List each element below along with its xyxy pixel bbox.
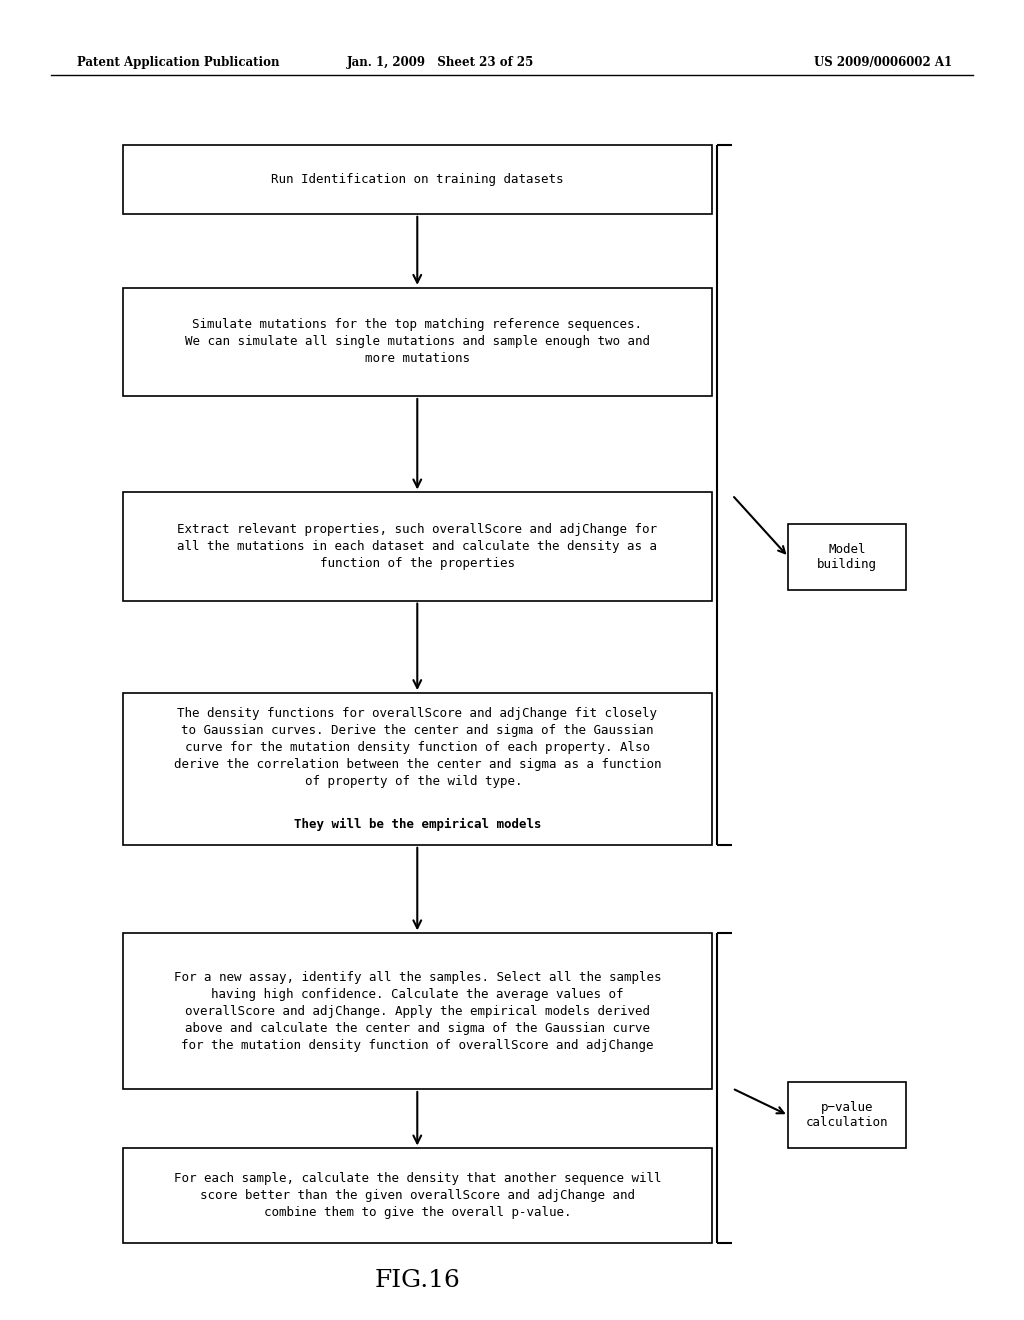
Text: Simulate mutations for the top matching reference sequences.
We can simulate all: Simulate mutations for the top matching …: [184, 318, 650, 366]
Text: Extract relevant properties, such overallScore and adjChange for
all the mutatio: Extract relevant properties, such overal…: [177, 523, 657, 570]
FancyBboxPatch shape: [123, 288, 712, 396]
Text: For a new assay, identify all the samples. Select all the samples
having high co: For a new assay, identify all the sample…: [173, 970, 662, 1052]
Text: The density functions for overallScore and adjChange fit closely
to Gaussian cur: The density functions for overallScore a…: [173, 708, 662, 788]
Text: Jan. 1, 2009   Sheet 23 of 25: Jan. 1, 2009 Sheet 23 of 25: [347, 55, 534, 69]
FancyBboxPatch shape: [123, 1148, 712, 1243]
Text: p−value
calculation: p−value calculation: [806, 1101, 889, 1130]
FancyBboxPatch shape: [123, 693, 712, 845]
Text: Run Identification on training datasets: Run Identification on training datasets: [271, 173, 563, 186]
FancyBboxPatch shape: [788, 1082, 906, 1148]
FancyBboxPatch shape: [788, 524, 906, 590]
FancyBboxPatch shape: [123, 933, 712, 1089]
Text: FIG.16: FIG.16: [375, 1269, 461, 1292]
Text: Model
building: Model building: [817, 543, 878, 572]
Text: US 2009/0006002 A1: US 2009/0006002 A1: [814, 55, 952, 69]
Text: They will be the empirical models: They will be the empirical models: [294, 818, 541, 830]
FancyBboxPatch shape: [123, 145, 712, 214]
Text: Patent Application Publication: Patent Application Publication: [77, 55, 280, 69]
FancyBboxPatch shape: [123, 492, 712, 601]
Text: For each sample, calculate the density that another sequence will
score better t: For each sample, calculate the density t…: [173, 1172, 662, 1220]
